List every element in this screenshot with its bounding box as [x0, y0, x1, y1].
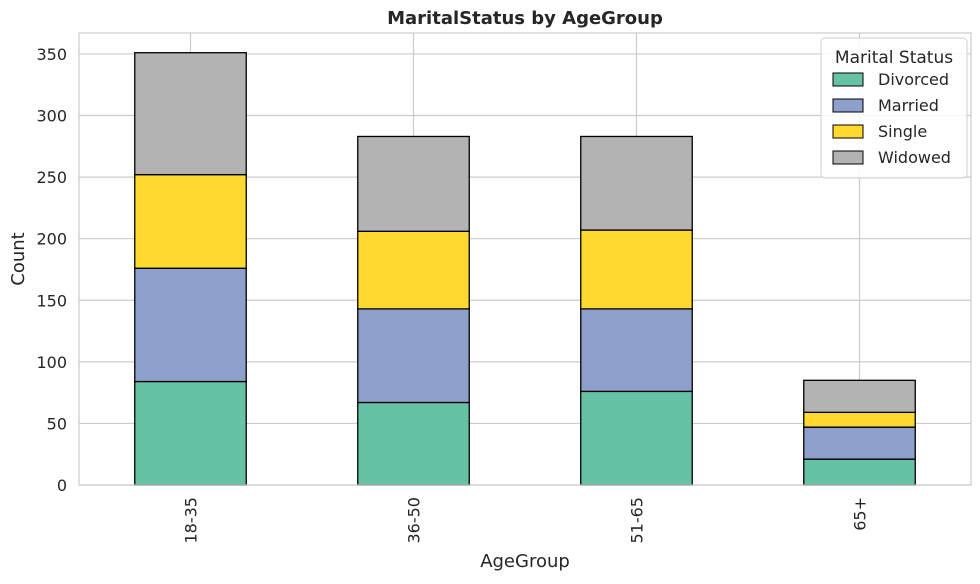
legend-label-married: Married	[878, 96, 939, 115]
y-tick-label: 100	[36, 353, 67, 372]
x-tick-label: 51-65	[628, 497, 647, 544]
legend-swatch-widowed	[832, 150, 864, 165]
legend: Marital Status Divorced Married Single Wido…	[820, 37, 968, 179]
bar-segment-married-18-35	[134, 267, 247, 383]
y-tick-labels: 0 50 100 150 200 250 300 350	[36, 45, 67, 495]
chart-title: MaritalStatus by AgeGroup	[387, 8, 663, 29]
bar-segment-married-36-50	[357, 308, 470, 404]
bar-segment-single-51-65	[580, 229, 693, 310]
bar-segment-divorced-18-35	[134, 380, 247, 486]
legend-title: Marital Status	[835, 48, 953, 68]
bar-segment-widowed-18-35	[134, 52, 247, 176]
legend-label-single: Single	[878, 122, 927, 141]
y-tick-label: 250	[36, 168, 67, 187]
y-tick-label: 300	[36, 107, 67, 126]
legend-label-widowed: Widowed	[878, 148, 951, 167]
legend-swatch-married	[832, 98, 864, 113]
x-tick-label: 18-35	[182, 497, 201, 544]
y-tick-label: 50	[47, 414, 67, 433]
x-tick-label: 36-50	[405, 497, 424, 544]
y-tick-label: 150	[36, 291, 67, 310]
legend-items: Divorced Married Single Widowed	[832, 70, 951, 167]
y-axis-label: Count	[8, 232, 29, 285]
bar-segment-widowed-65+	[803, 379, 916, 413]
legend-swatch-divorced	[832, 72, 864, 87]
bar-segment-married-51-65	[580, 308, 693, 393]
bars-layer	[134, 52, 916, 486]
bar-segment-divorced-65+	[803, 458, 916, 486]
y-tick-label: 0	[57, 476, 67, 495]
bar-segment-single-65+	[803, 411, 916, 428]
bar-segment-single-36-50	[357, 230, 470, 310]
plot-frame	[78, 32, 972, 486]
bar-segment-married-65+	[803, 426, 916, 460]
legend-swatch-single	[832, 124, 864, 139]
legend-label-divorced: Divorced	[878, 70, 949, 89]
x-axis-label: AgeGroup	[480, 551, 570, 572]
bar-segment-single-18-35	[134, 173, 247, 269]
bar-segment-widowed-36-50	[357, 135, 470, 232]
bar-segment-divorced-51-65	[580, 390, 693, 486]
x-tick-labels: 18-35 36-50 51-65 65+	[182, 497, 870, 544]
x-tick-label: 65+	[851, 497, 870, 531]
bar-segment-divorced-36-50	[357, 401, 470, 486]
y-tick-label: 200	[36, 230, 67, 249]
bar-segment-widowed-51-65	[580, 135, 693, 231]
y-tick-label: 350	[36, 45, 67, 64]
